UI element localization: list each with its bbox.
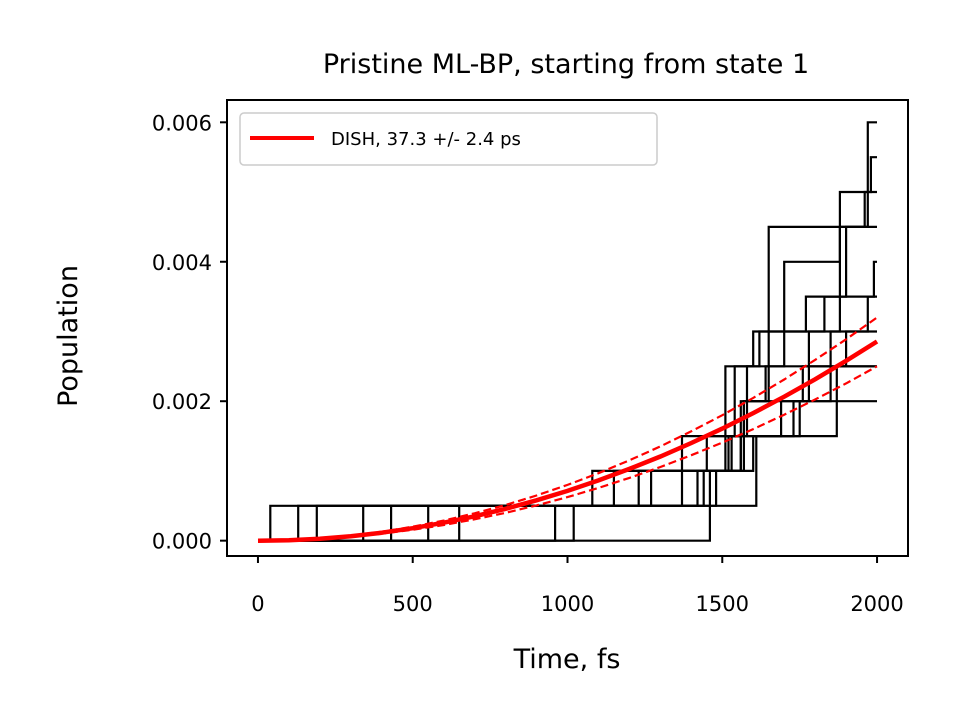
- legend-label: DISH, 37.3 +/- 2.4 ps: [331, 129, 521, 150]
- x-tick-label: 2000: [850, 592, 903, 616]
- y-tick-label: 0.000: [152, 530, 212, 554]
- x-axis-label: Time, fs: [513, 644, 621, 675]
- x-axis: 0 500 1000 1500 2000: [251, 556, 904, 616]
- legend: DISH, 37.3 +/- 2.4 ps: [239, 112, 658, 166]
- x-tick-label: 500: [393, 592, 433, 616]
- y-axis-label: Population: [53, 265, 84, 407]
- trajectory-8: [258, 365, 877, 542]
- fit-line: [257, 339, 879, 543]
- y-tick-label: 0.002: [152, 390, 212, 414]
- legend-box: [239, 112, 658, 166]
- x-tick-label: 1500: [696, 592, 749, 616]
- trajectory-10: [258, 400, 877, 542]
- y-tick-label: 0.004: [152, 251, 212, 275]
- trajectory-layer: [258, 121, 877, 542]
- y-tick-label: 0.006: [152, 111, 212, 135]
- x-tick-label: 0: [251, 592, 264, 616]
- chart-title: Pristine ML-BP, starting from state 1: [323, 49, 809, 80]
- trajectory-9: [258, 365, 877, 542]
- x-tick-label: 1000: [541, 592, 594, 616]
- fit-layer: [257, 316, 879, 543]
- y-axis: 0.000 0.002 0.004 0.006: [152, 111, 227, 554]
